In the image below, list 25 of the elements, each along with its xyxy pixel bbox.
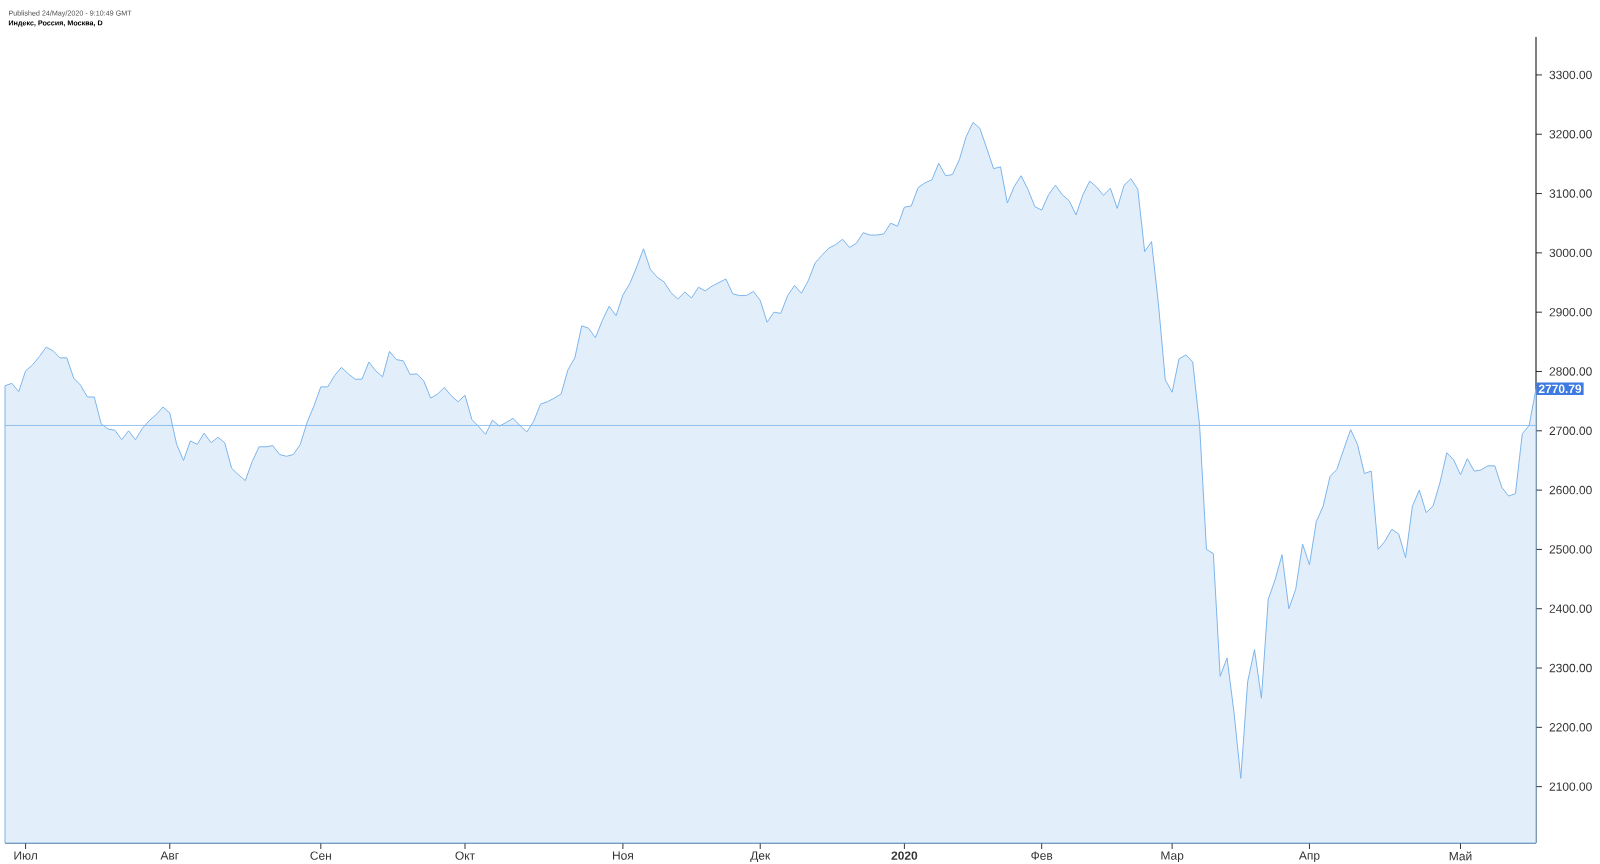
y-tick-label: 2100.00 [1549,782,1592,791]
y-tick-label: 2300.00 [1549,663,1592,673]
x-tick-label: Фев [1031,851,1053,860]
x-tick-label: 2020 [891,851,918,860]
x-tick-label: Окт [455,851,475,860]
x-tick-label: Ноя [612,851,633,860]
x-tick-label: Апр [1298,851,1320,863]
y-tick-label: 2600.00 [1549,485,1592,495]
y-tick-label: 3000.00 [1549,248,1592,258]
text: 2770.79 [1538,384,1582,393]
y-tick-label: 3300.00 [1549,70,1592,80]
y-tick-label: 3100.00 [1549,189,1592,198]
y-tick-label: 2700.00 [1549,426,1592,435]
y-tick-label: 2200.00 [1549,723,1592,732]
x-tick-label: Сен [310,851,331,860]
y-tick-label: 3200.00 [1549,129,1592,139]
x-tick-label: Дек [750,851,771,862]
y-tick-label: 2800.00 [1549,367,1592,376]
x-tick-label: Май [1449,851,1472,861]
x-tick-label: Мар [1161,851,1184,863]
y-tick-label: 2500.00 [1549,545,1592,554]
x-tick-label: Июл [14,851,37,860]
x-tick-label: Авг [160,851,179,860]
y-tick-label: 2900.00 [1549,307,1592,317]
y-tick-label: 2400.00 [1549,604,1592,613]
